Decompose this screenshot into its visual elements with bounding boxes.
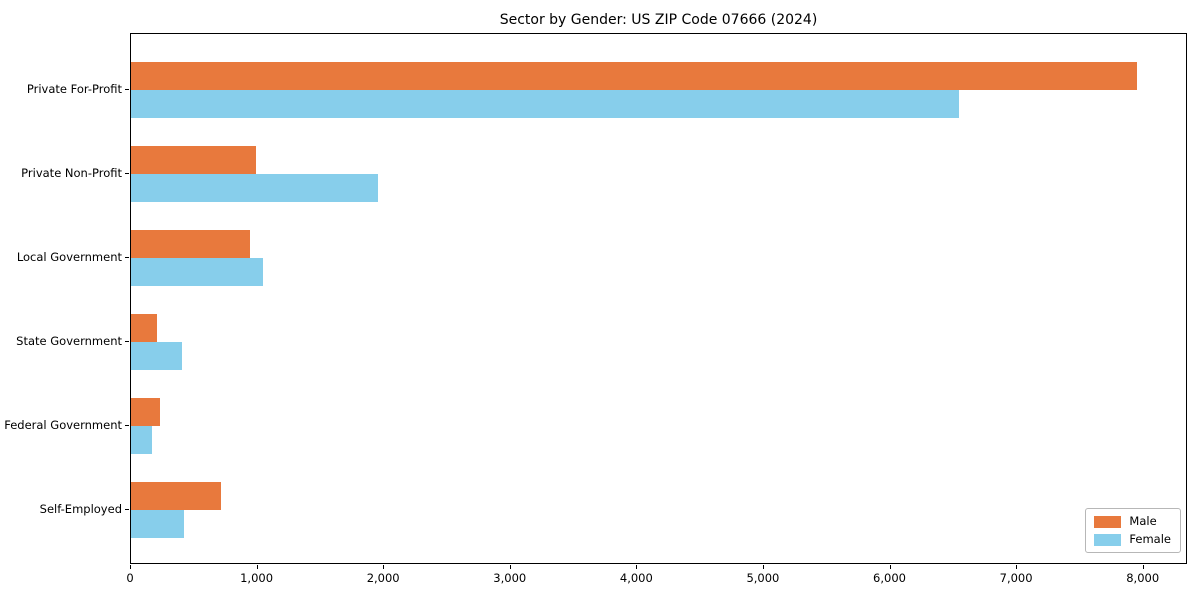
x-tick-label: 4,000 <box>619 571 653 585</box>
legend-item-male: Male <box>1094 515 1171 528</box>
male-series-swatch <box>1094 515 1122 528</box>
x-tick-mark <box>256 565 258 569</box>
x-tick-label: 2,000 <box>366 571 400 585</box>
y-tick-label: Self-Employed <box>39 501 122 516</box>
y-tick-mark <box>125 88 129 90</box>
legend: Male Female <box>1085 508 1181 553</box>
y-tick-mark <box>125 508 129 510</box>
bar-female-5 <box>131 425 152 454</box>
x-tick-label: 8,000 <box>1126 571 1160 585</box>
x-tick-mark <box>762 565 764 569</box>
y-tick-mark <box>125 424 129 426</box>
y-tick-mark <box>125 256 129 258</box>
y-tick-label: State Government <box>16 333 122 348</box>
y-tick-label: Local Government <box>16 249 122 264</box>
x-tick-label: 3,000 <box>493 571 527 585</box>
x-tick-mark <box>636 565 638 569</box>
bar-female-1 <box>131 89 959 118</box>
y-tick-mark <box>125 340 129 342</box>
y-tick-label: Private Non-Profit <box>21 165 122 180</box>
x-tick-label: 0 <box>126 571 134 585</box>
y-tick-label: Federal Government <box>4 417 122 432</box>
bar-male-4 <box>131 313 157 342</box>
bar-female-2 <box>131 173 378 202</box>
plot-area: Male Female <box>130 33 1187 564</box>
x-tick-mark <box>130 565 131 569</box>
legend-label-male: Male <box>1129 514 1157 528</box>
x-tick-mark <box>889 565 891 569</box>
x-tick-mark <box>509 565 511 569</box>
y-tick-label: Private For-Profit <box>26 81 122 96</box>
x-tick-label: 7,000 <box>999 571 1033 585</box>
x-tick-mark <box>1016 565 1018 569</box>
chart-title: Sector by Gender: US ZIP Code 07666 (202… <box>499 12 818 28</box>
x-tick-mark <box>1142 565 1144 569</box>
legend-item-female: Female <box>1094 533 1171 546</box>
bar-male-5 <box>131 397 161 426</box>
bar-male-3 <box>131 229 250 258</box>
x-tick-label: 6,000 <box>873 571 906 585</box>
x-tick-mark <box>383 565 385 569</box>
x-tick-label: 1,000 <box>240 571 274 585</box>
bar-female-6 <box>131 509 185 538</box>
bar-female-4 <box>131 341 182 370</box>
y-tick-mark <box>125 172 129 174</box>
legend-label-female: Female <box>1129 532 1171 546</box>
x-tick-label: 5,000 <box>746 571 780 585</box>
bar-female-3 <box>131 257 264 286</box>
bar-male-2 <box>131 145 256 174</box>
female-series-swatch <box>1094 533 1122 546</box>
bar-male-6 <box>131 481 221 510</box>
bar-male-1 <box>131 61 1138 90</box>
